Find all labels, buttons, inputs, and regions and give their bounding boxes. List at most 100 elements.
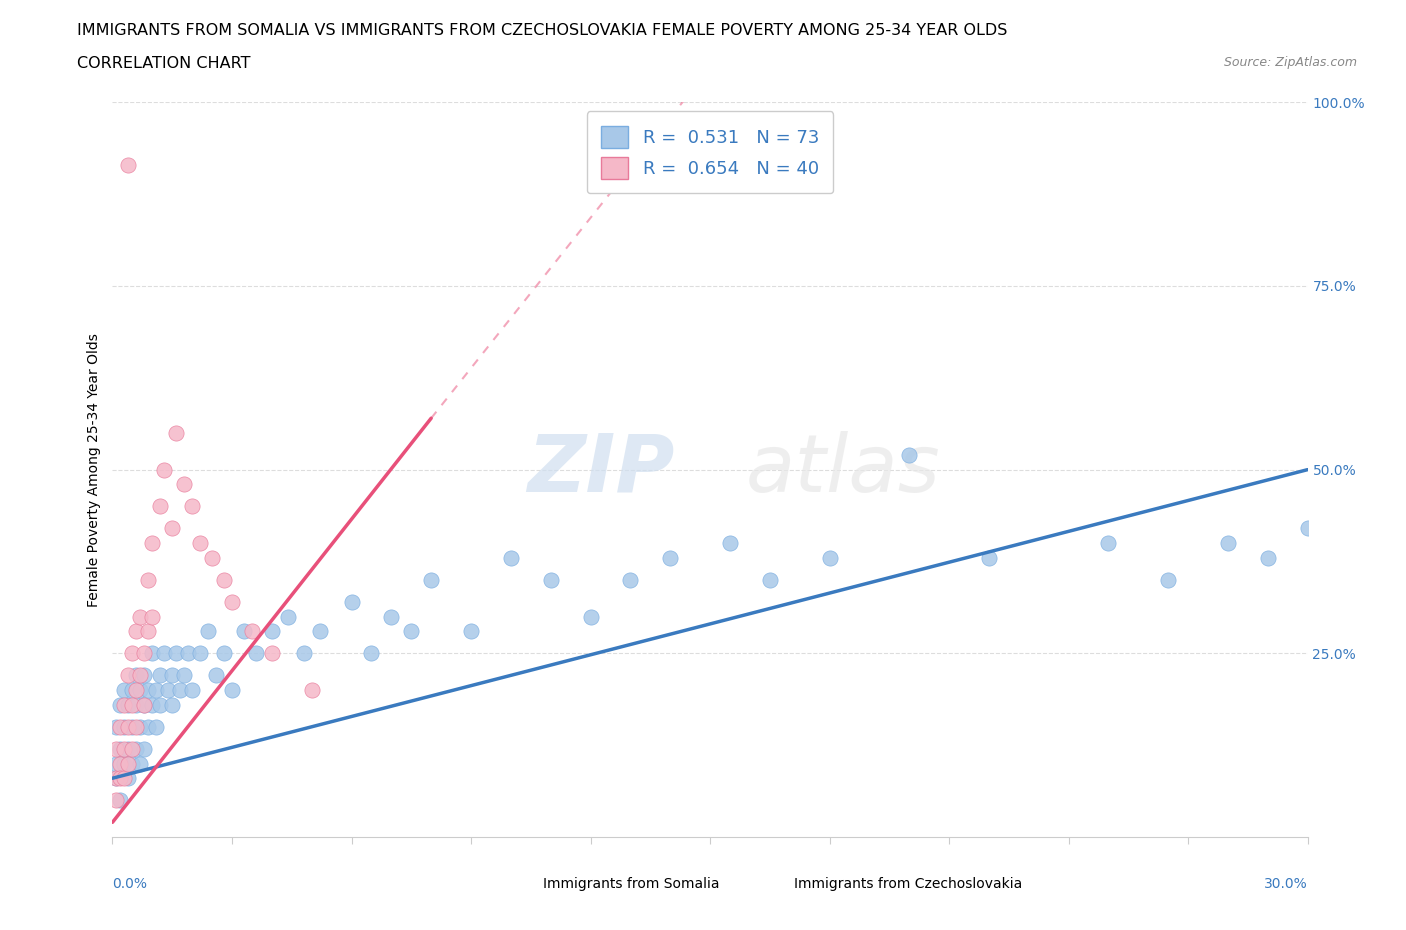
Point — [221, 683, 243, 698]
Point — [1097, 536, 1119, 551]
Point — [138, 573, 160, 588]
Point — [110, 756, 132, 771]
Point — [129, 609, 152, 624]
Point — [173, 477, 195, 492]
Point — [134, 698, 156, 712]
Point — [233, 624, 256, 639]
Point — [149, 498, 172, 513]
Point — [157, 683, 180, 698]
Point — [105, 792, 128, 807]
Point — [110, 792, 132, 807]
Point — [197, 624, 219, 639]
Point — [169, 683, 191, 698]
Point — [125, 624, 148, 639]
Point — [134, 698, 156, 712]
Point — [260, 624, 283, 639]
Point — [181, 498, 204, 513]
Point — [110, 720, 132, 735]
Point — [125, 683, 148, 698]
Point — [162, 668, 183, 683]
Point — [117, 771, 139, 786]
Point — [499, 551, 522, 565]
Point — [105, 720, 128, 735]
Point — [110, 741, 132, 756]
Text: atlas: atlas — [747, 431, 941, 509]
Point — [125, 698, 148, 712]
Point — [898, 447, 921, 462]
Point — [460, 624, 482, 639]
Point — [117, 741, 139, 756]
Point — [205, 668, 228, 683]
Point — [129, 720, 152, 735]
Point — [134, 741, 156, 756]
Point — [125, 741, 148, 756]
Point — [221, 594, 243, 609]
Point — [121, 756, 143, 771]
Point — [134, 668, 156, 683]
Point — [277, 609, 299, 624]
Text: CORRELATION CHART: CORRELATION CHART — [77, 56, 250, 71]
Point — [129, 683, 152, 698]
Text: Immigrants from Somalia: Immigrants from Somalia — [543, 877, 720, 892]
Point — [212, 646, 235, 661]
Point — [105, 741, 128, 756]
Text: IMMIGRANTS FROM SOMALIA VS IMMIGRANTS FROM CZECHOSLOVAKIA FEMALE POVERTY AMONG 2: IMMIGRANTS FROM SOMALIA VS IMMIGRANTS FR… — [77, 23, 1008, 38]
Point — [141, 536, 163, 551]
Point — [117, 668, 139, 683]
Point — [138, 683, 160, 698]
Point — [149, 698, 172, 712]
Point — [138, 720, 160, 735]
Point — [121, 646, 143, 661]
Point — [162, 698, 183, 712]
Point — [1157, 573, 1180, 588]
Point — [579, 609, 602, 624]
Point — [117, 720, 139, 735]
Point — [114, 741, 135, 756]
Point — [117, 698, 139, 712]
Point — [308, 624, 330, 639]
Point — [153, 462, 176, 477]
Point — [125, 720, 148, 735]
Point — [977, 551, 1000, 565]
Point — [138, 624, 160, 639]
Point — [114, 756, 135, 771]
Point — [134, 646, 156, 661]
Point — [162, 521, 183, 536]
Point — [105, 771, 128, 786]
Point — [153, 646, 176, 661]
Point — [114, 683, 135, 698]
Point — [141, 609, 163, 624]
Point — [759, 573, 782, 588]
Point — [260, 646, 283, 661]
Point — [121, 683, 143, 698]
Text: 0.0%: 0.0% — [112, 877, 148, 892]
Point — [121, 698, 143, 712]
Point — [1216, 536, 1239, 551]
Text: 30.0%: 30.0% — [1264, 877, 1308, 892]
Point — [380, 609, 402, 624]
Text: ZIP: ZIP — [527, 431, 675, 509]
Point — [105, 756, 128, 771]
Point — [540, 573, 562, 588]
Point — [177, 646, 200, 661]
Text: Immigrants from Czechoslovakia: Immigrants from Czechoslovakia — [793, 877, 1022, 892]
Point — [420, 573, 443, 588]
Point — [292, 646, 315, 661]
Point — [149, 668, 172, 683]
Point — [141, 698, 163, 712]
Point — [201, 551, 224, 565]
Point — [659, 551, 682, 565]
Legend: R =  0.531   N = 73, R =  0.654   N = 40: R = 0.531 N = 73, R = 0.654 N = 40 — [586, 112, 834, 193]
Point — [1257, 551, 1279, 565]
Point — [117, 756, 139, 771]
Point — [360, 646, 382, 661]
Point — [188, 536, 211, 551]
Point — [110, 771, 132, 786]
Point — [121, 720, 143, 735]
Y-axis label: Female Poverty Among 25-34 Year Olds: Female Poverty Among 25-34 Year Olds — [87, 333, 101, 606]
Point — [818, 551, 841, 565]
Point — [145, 683, 167, 698]
Point — [1296, 521, 1319, 536]
Point — [114, 698, 135, 712]
Point — [125, 668, 148, 683]
